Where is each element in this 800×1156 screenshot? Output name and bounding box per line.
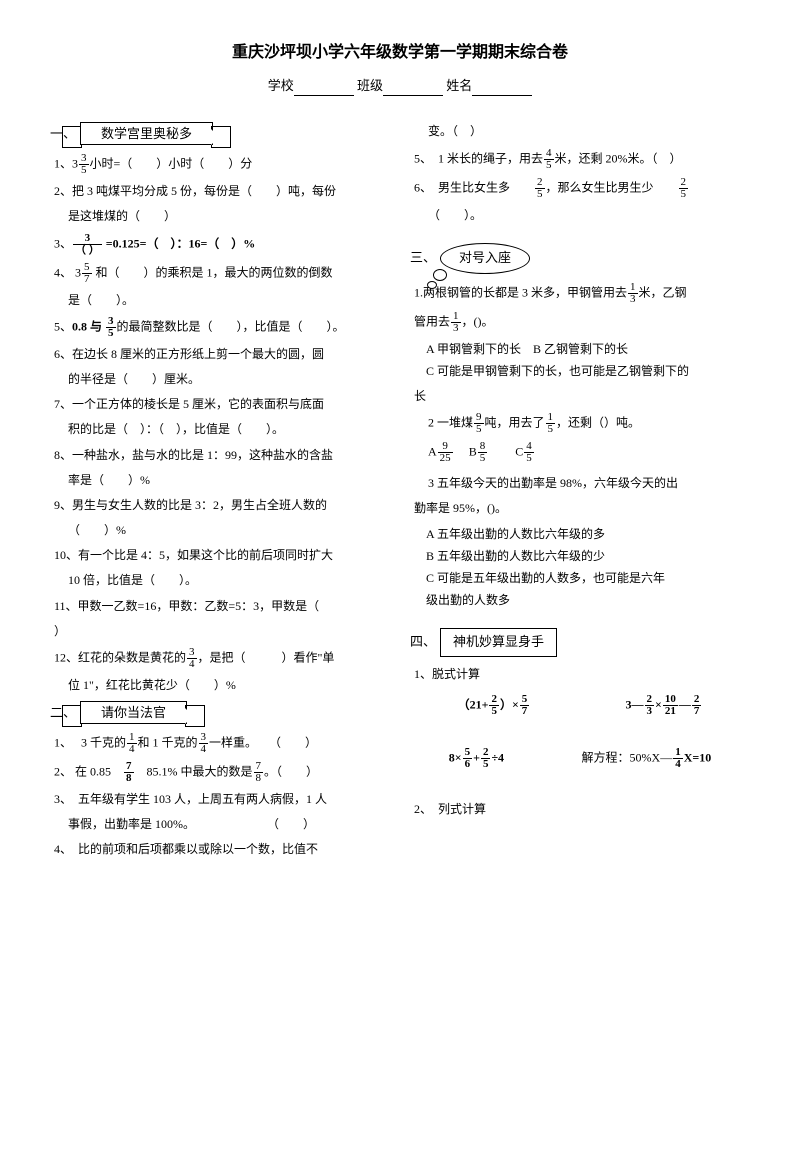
section-2-header: 二、 请你当法官 [50, 703, 390, 724]
q6b: 的半径是（ ）厘米。 [50, 370, 390, 389]
m3: 3 五年级今天的出勤率是 98%，六年级今天的出 [410, 474, 750, 493]
section-4-header: 四、 神机妙算显身手 [410, 628, 750, 657]
j4b: 变。（ ） [410, 122, 750, 141]
j1: 1、 3 千克的14和 1 千克的34一样重。 （ ） [50, 732, 390, 755]
q2b: 是这堆煤的（ ） [50, 207, 390, 226]
section-2-label: 请你当法官 [80, 701, 187, 724]
q8b: 率是（ ）% [50, 471, 390, 490]
j3b: 事假，出勤率是 100%。 （ ） [50, 815, 390, 834]
q12b: 位 1"，红花比黄花少（ ）% [50, 676, 390, 695]
school-label: 学校 [268, 78, 294, 93]
m3b: 勤率是 95%，()。 [410, 499, 750, 518]
j6b: （ ）。 [410, 206, 750, 225]
m1: 1.两根钢管的长都是 3 米多，甲钢管用去13米，乙钢 [410, 282, 750, 305]
m2: 2 一堆煤95吨，用去了15，还剩（）吨。 [410, 412, 750, 435]
content-columns: 一、 数学宫里奥秘多 1、335小时=（ ）小时（ ）分 2、把 3 吨煤平均分… [50, 116, 750, 865]
calc-2: 3—23×1021—27 [626, 694, 703, 717]
header-fields: 学校 班级 姓名 [50, 76, 750, 97]
q7b: 积的比是（ ）：（ ），比值是（ ）。 [50, 420, 390, 439]
j4: 4、 比的前项和后项都乘以或除以一个数，比值不 [50, 840, 390, 859]
j2: 2、 在 0.85 78 85.1% 中最大的数是78。（ ） [50, 761, 390, 784]
q7: 7、一个正方体的棱长是 5 厘米，它的表面积与底面 [50, 395, 390, 414]
m1b: 管用去13，()。 [410, 311, 750, 334]
banner-2: 请你当法官 [80, 703, 187, 724]
q11: 11、甲数一乙数=16，甲数：乙数=5：3，甲数是（ [50, 597, 390, 616]
q10b: 10 倍，比值是（ ）。 [50, 571, 390, 590]
calc2-label: 2、 列式计算 [410, 800, 750, 819]
left-column: 一、 数学宫里奥秘多 1、335小时=（ ）小时（ ）分 2、把 3 吨煤平均分… [50, 116, 390, 865]
m1-optC2: 长 [410, 387, 750, 406]
name-blank[interactable] [472, 82, 532, 96]
q10: 10、有一个比是 4：5，如果这个比的前后项同时扩大 [50, 546, 390, 565]
m1-optC: C 可能是甲钢管剩下的长，也可能是乙钢管剩下的 [410, 362, 750, 381]
q4b: 是（ ）。 [50, 291, 390, 310]
j6: 6、 男生比女生多 25，那么女生比男生少 25 [410, 177, 750, 200]
name-label: 姓名 [446, 78, 472, 93]
class-blank[interactable] [383, 82, 443, 96]
m3-C2: 级出勤的人数多 [410, 591, 750, 610]
calc-3: 8×56+25÷4 [449, 747, 504, 770]
q12: 12、红花的朵数是黄花的34，是把（ ）看作"单 [50, 647, 390, 670]
q5: 5、0.8 与 35的最简整数比是（ ），比值是（ ）。 [50, 316, 390, 339]
m3-B: B 五年级出勤的人数比六年级的少 [410, 547, 750, 566]
page-title: 重庆沙坪坝小学六年级数学第一学期期末综合卷 [50, 40, 750, 66]
section-1-label: 数学宫里奥秘多 [80, 122, 213, 145]
section-1-header: 一、 数学宫里奥秘多 [50, 124, 390, 145]
section-3-label: 对号入座 [440, 243, 530, 274]
m2-opts: A925 B85 C45 [410, 441, 750, 464]
school-blank[interactable] [294, 82, 354, 96]
calc-row-1: （21+25）×57 3—23×1021—27 [410, 694, 750, 717]
q9: 9、男生与女生人数的比是 3：2，男生占全班人数的 [50, 496, 390, 515]
q11b: ） [50, 622, 390, 641]
section-3-header: 三、 对号入座 [410, 243, 750, 274]
right-column: 变。（ ） 5、 1 米长的绳子，用去45米，还剩 20%米。（ ） 6、 男生… [410, 116, 750, 865]
q4: 4、 357 和（ ）的乘积是 1，最大的两位数的倒数 [50, 262, 390, 285]
banner-1: 数学宫里奥秘多 [80, 124, 213, 145]
class-label: 班级 [357, 78, 383, 93]
calc-4: 解方程：50%X—14X=10 [582, 747, 712, 770]
q3: 3、3（ ） =0.125=（ ）：16=（ ）% [50, 233, 390, 256]
m3-C: C 可能是五年级出勤的人数多，也可能是六年 [410, 569, 750, 588]
m1-optA: A 甲钢管剩下的长 B 乙钢管剩下的长 [410, 340, 750, 359]
q9b: （ ）% [50, 521, 390, 540]
section-4-num: 四、 [410, 632, 436, 653]
section-4-label: 神机妙算显身手 [440, 628, 557, 657]
section-3-num: 三、 [410, 248, 436, 269]
calc-row-2: 8×56+25÷4 解方程：50%X—14X=10 [410, 747, 750, 770]
q1: 1、335小时=（ ）小时（ ）分 [50, 153, 390, 176]
q8: 8、一种盐水，盐与水的比是 1：99，这种盐水的含盐 [50, 446, 390, 465]
j5: 5、 1 米长的绳子，用去45米，还剩 20%米。（ ） [410, 148, 750, 171]
q2: 2、把 3 吨煤平均分成 5 份，每份是（ ）吨，每份 [50, 182, 390, 201]
calc-1: （21+25）×57 [458, 694, 531, 717]
m3-A: A 五年级出勤的人数比六年级的多 [410, 525, 750, 544]
j3: 3、 五年级有学生 103 人，上周五有两人病假，1 人 [50, 790, 390, 809]
calc1-label: 1、脱式计算 [410, 665, 750, 684]
q6: 6、在边长 8 厘米的正方形纸上剪一个最大的圆，圆 [50, 345, 390, 364]
